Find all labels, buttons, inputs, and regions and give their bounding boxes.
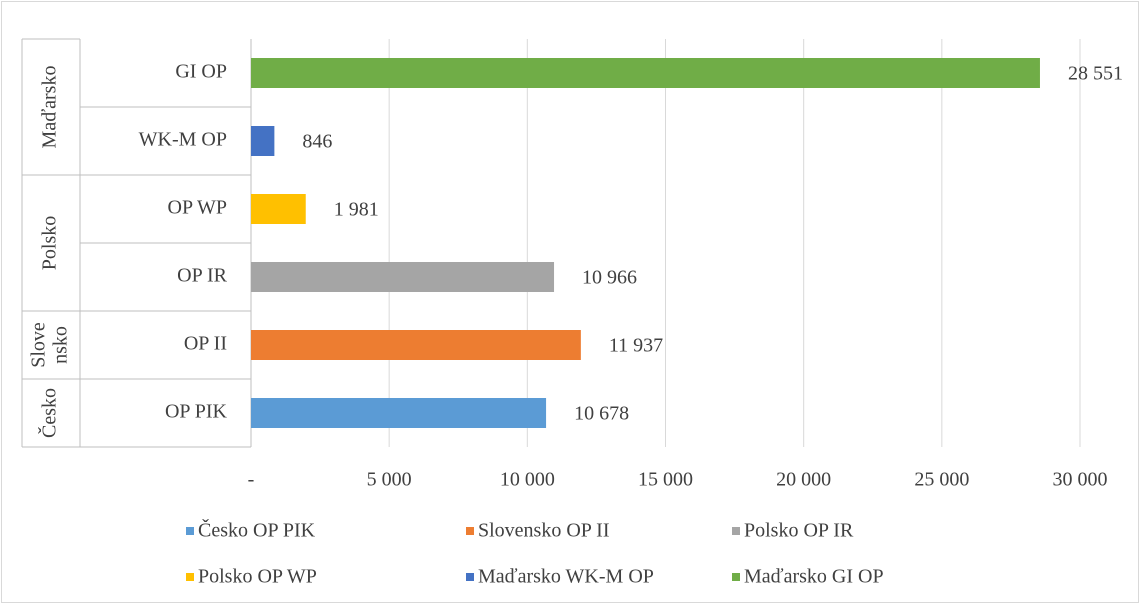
bar xyxy=(251,58,1040,88)
group-label: Česko xyxy=(37,388,61,438)
legend-label: Maďarsko GI OP xyxy=(744,566,884,588)
value-label: 1 981 xyxy=(334,199,379,221)
y-tick-label: GI OP xyxy=(175,61,227,83)
legend-swatch xyxy=(732,573,740,581)
value-label: 11 937 xyxy=(609,335,663,357)
x-tick-label: 25 000 xyxy=(914,469,969,491)
legend-label: Slovensko OP II xyxy=(478,520,609,542)
value-label: 10 678 xyxy=(574,403,629,425)
x-tick-label: 20 000 xyxy=(776,469,831,491)
bar xyxy=(251,398,547,428)
legend-label: Maďarsko WK-M OP xyxy=(478,566,654,588)
legend-swatch xyxy=(186,527,194,535)
y-tick-label: OP IR xyxy=(177,265,227,287)
value-label: 28 551 xyxy=(1068,63,1123,85)
bar xyxy=(251,126,275,156)
bar xyxy=(251,194,306,224)
legend-label: Česko OP PIK xyxy=(198,518,316,542)
x-tick-label: 15 000 xyxy=(638,469,693,491)
legend-label: Polsko OP IR xyxy=(744,520,854,542)
y-tick-label: OP PIK xyxy=(165,401,228,423)
group-label: nsko xyxy=(50,326,72,364)
value-label: 10 966 xyxy=(582,267,637,289)
group-label: Polsko xyxy=(39,216,61,270)
x-tick-label: 5 000 xyxy=(367,469,412,491)
bar xyxy=(251,330,581,360)
group-label: Maďarsko xyxy=(39,66,61,149)
x-tick-label: - xyxy=(248,469,255,491)
y-tick-label: WK-M OP xyxy=(139,129,227,151)
legend-swatch xyxy=(186,573,194,581)
x-tick-label: 10 000 xyxy=(500,469,555,491)
legend-swatch xyxy=(466,527,474,535)
legend-swatch xyxy=(732,527,740,535)
y-tick-label: OP II xyxy=(184,333,227,355)
y-tick-label: OP WP xyxy=(168,197,227,219)
x-tick-label: 30 000 xyxy=(1053,469,1108,491)
legend-swatch xyxy=(466,573,474,581)
bar xyxy=(251,262,555,292)
value-label: 846 xyxy=(302,131,332,153)
legend-label: Polsko OP WP xyxy=(198,566,317,588)
group-label: Slove xyxy=(28,322,50,368)
